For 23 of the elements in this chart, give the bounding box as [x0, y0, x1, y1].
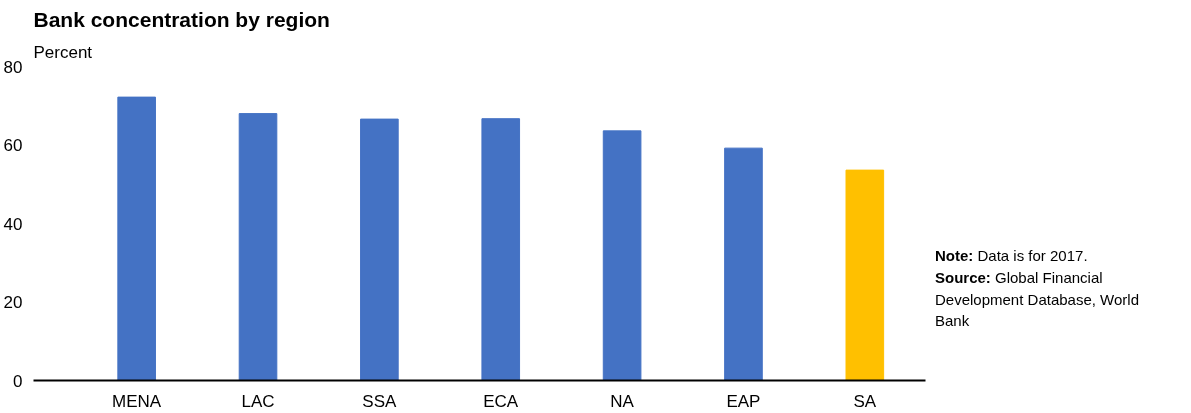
bar [238, 113, 278, 381]
x-tick-label: SSA [362, 391, 398, 411]
y-tick-label: 0 [13, 371, 23, 391]
x-tick-label: NA [610, 391, 635, 411]
x-tick-label: ECA [483, 391, 519, 411]
x-tick-label: LAC [241, 391, 275, 411]
y-tick-label: 40 [3, 214, 23, 234]
bar [481, 118, 521, 381]
chart-title: Bank concentration by region [33, 7, 330, 31]
bar [724, 147, 763, 381]
bar [845, 169, 885, 381]
x-tick-label: MENA [112, 391, 162, 411]
y-tick-label: 60 [3, 136, 23, 155]
bar [117, 96, 156, 381]
text: Note: Data is for 2017. [935, 247, 1088, 264]
y-tick-label: 80 [3, 57, 23, 77]
x-tick-label: SA [853, 391, 877, 411]
bar [360, 118, 399, 381]
source-note: Source: Global Financial Development Database, World Bank [935, 268, 1139, 330]
x-tick-label: EAP [726, 391, 761, 411]
bar [602, 130, 642, 381]
y-tick-label: 20 [3, 293, 23, 312]
chart-subtitle: Percent [33, 42, 93, 62]
